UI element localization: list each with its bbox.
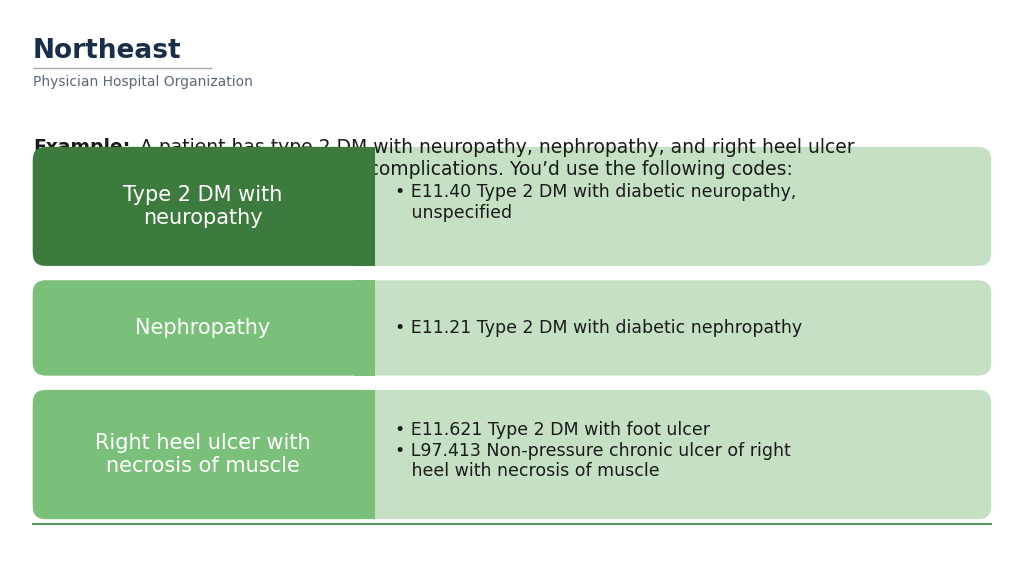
Text: Example:: Example: [33, 138, 130, 157]
Bar [353, 390, 375, 519]
FancyBboxPatch shape [33, 147, 991, 266]
Text: Physician Hospital Organization: Physician Hospital Organization [33, 75, 253, 89]
Text: Northeast: Northeast [33, 38, 181, 64]
Text: Nephropathy: Nephropathy [135, 318, 270, 338]
Text: • E11.21 Type 2 DM with diabetic nephropathy: • E11.21 Type 2 DM with diabetic nephrop… [395, 319, 802, 337]
FancyBboxPatch shape [33, 390, 373, 519]
Text: Right heel ulcer with
necrosis of muscle: Right heel ulcer with necrosis of muscle [95, 433, 310, 476]
FancyBboxPatch shape [33, 390, 991, 519]
Text: • E11.621 Type 2 DM with foot ulcer
• L97.413 Non-pressure chronic ulcer of righ: • E11.621 Type 2 DM with foot ulcer • L9… [395, 420, 791, 480]
Bar [353, 147, 375, 266]
FancyBboxPatch shape [33, 147, 373, 266]
FancyBboxPatch shape [33, 281, 991, 376]
Text: Type 2 DM with
neuropathy: Type 2 DM with neuropathy [123, 185, 283, 228]
FancyBboxPatch shape [33, 281, 373, 376]
Bar [353, 281, 375, 376]
Text: • E11.40 Type 2 DM with diabetic neuropathy,
   unspecified: • E11.40 Type 2 DM with diabetic neuropa… [395, 183, 797, 222]
Text: A patient has type 2 DM with neuropathy, nephropathy, and right heel ulcer
(with: A patient has type 2 DM with neuropathy,… [128, 138, 854, 179]
